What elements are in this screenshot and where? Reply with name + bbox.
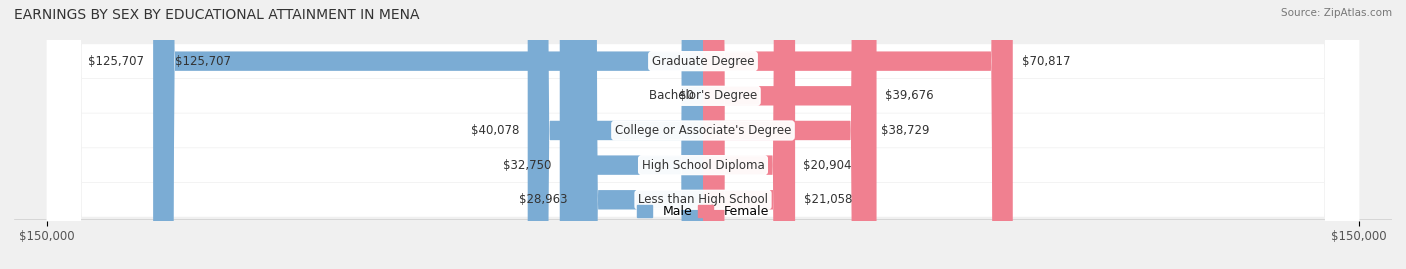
FancyBboxPatch shape — [703, 0, 1012, 269]
Text: High School Diploma: High School Diploma — [641, 159, 765, 172]
Text: $0: $0 — [679, 89, 695, 102]
Text: $125,707: $125,707 — [174, 55, 231, 68]
FancyBboxPatch shape — [703, 0, 794, 269]
Text: $40,078: $40,078 — [471, 124, 519, 137]
Text: $20,904: $20,904 — [803, 159, 852, 172]
FancyBboxPatch shape — [703, 0, 872, 269]
Text: Graduate Degree: Graduate Degree — [652, 55, 754, 68]
FancyBboxPatch shape — [153, 0, 703, 269]
Text: Bachelor's Degree: Bachelor's Degree — [650, 89, 756, 102]
Text: College or Associate's Degree: College or Associate's Degree — [614, 124, 792, 137]
FancyBboxPatch shape — [576, 0, 703, 269]
FancyBboxPatch shape — [703, 0, 796, 269]
FancyBboxPatch shape — [46, 0, 1360, 269]
Text: $32,750: $32,750 — [502, 159, 551, 172]
Text: $21,058: $21,058 — [804, 193, 852, 206]
Text: $39,676: $39,676 — [886, 89, 934, 102]
FancyBboxPatch shape — [703, 0, 876, 269]
Text: $125,707: $125,707 — [89, 55, 145, 68]
Legend: Male, Female: Male, Female — [633, 200, 773, 223]
Text: $70,817: $70,817 — [1022, 55, 1070, 68]
Text: $38,729: $38,729 — [882, 124, 929, 137]
FancyBboxPatch shape — [46, 0, 1360, 269]
Text: EARNINGS BY SEX BY EDUCATIONAL ATTAINMENT IN MENA: EARNINGS BY SEX BY EDUCATIONAL ATTAINMEN… — [14, 8, 419, 22]
Text: Source: ZipAtlas.com: Source: ZipAtlas.com — [1281, 8, 1392, 18]
FancyBboxPatch shape — [527, 0, 703, 269]
FancyBboxPatch shape — [560, 0, 703, 269]
Text: $28,963: $28,963 — [519, 193, 568, 206]
FancyBboxPatch shape — [46, 0, 1360, 269]
FancyBboxPatch shape — [46, 0, 1360, 269]
FancyBboxPatch shape — [46, 0, 1360, 269]
Text: Less than High School: Less than High School — [638, 193, 768, 206]
